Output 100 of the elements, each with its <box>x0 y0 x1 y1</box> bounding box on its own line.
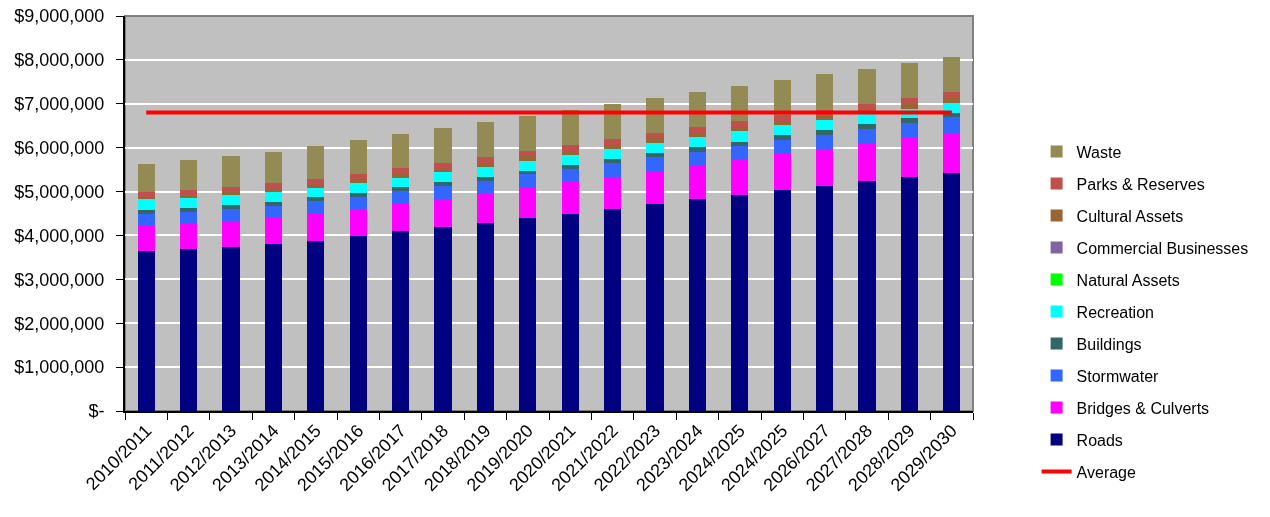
bar <box>603 148 622 159</box>
bar <box>561 213 579 411</box>
bar <box>603 176 622 210</box>
bar <box>222 209 240 221</box>
bar <box>943 91 961 99</box>
bar <box>349 182 367 193</box>
bar <box>773 114 791 121</box>
bar <box>307 240 325 411</box>
bar <box>349 179 367 183</box>
bar <box>179 212 198 223</box>
bar <box>900 104 919 110</box>
bar <box>731 195 749 411</box>
bar <box>434 128 452 164</box>
bar <box>137 199 155 210</box>
bar <box>222 220 240 247</box>
bar <box>943 133 961 174</box>
bar <box>476 163 495 167</box>
bar <box>307 145 325 180</box>
bar <box>307 188 325 198</box>
bar <box>900 138 919 177</box>
bar <box>476 180 495 194</box>
bar <box>858 143 876 182</box>
bar <box>731 131 749 142</box>
bar <box>603 163 622 177</box>
bar <box>349 235 367 411</box>
bar <box>476 156 495 164</box>
bar <box>476 223 495 411</box>
bar <box>773 189 791 411</box>
y-tick-label: $1,000,000 <box>14 357 105 378</box>
bar <box>391 202 410 232</box>
bar <box>434 172 452 182</box>
bar <box>434 185 452 199</box>
bar <box>646 152 664 158</box>
bar <box>688 151 707 165</box>
bar <box>943 102 961 113</box>
y-tick-label: $- <box>88 401 105 422</box>
bar <box>646 203 664 411</box>
bar <box>900 118 919 124</box>
bar <box>391 173 410 178</box>
bar <box>900 98 919 105</box>
bar <box>646 132 664 139</box>
bar <box>434 198 452 228</box>
bar <box>858 114 876 124</box>
bar <box>688 133 707 138</box>
bar <box>391 191 410 203</box>
bar <box>900 123 919 139</box>
bar <box>561 169 579 183</box>
bar <box>264 191 283 202</box>
bar <box>349 208 367 236</box>
bar <box>222 246 240 411</box>
bar <box>264 188 283 192</box>
bar <box>561 145 579 152</box>
bar <box>603 138 622 146</box>
bar <box>731 145 749 160</box>
legend-label: Roads <box>1076 431 1123 449</box>
y-tick-label: $9,000,000 <box>14 6 105 27</box>
bar <box>476 121 495 157</box>
bar <box>349 196 367 209</box>
bar <box>858 123 876 129</box>
bar <box>943 173 961 411</box>
bar <box>307 179 325 185</box>
legend-label: Parks & Reserves <box>1076 175 1205 193</box>
bar <box>900 62 919 99</box>
legend-label: Buildings <box>1076 335 1142 353</box>
y-tick-label: $2,000,000 <box>14 313 105 334</box>
bar <box>222 205 240 210</box>
bar <box>391 231 410 411</box>
legend-label: Average <box>1076 463 1137 481</box>
bar <box>264 205 283 218</box>
bar <box>476 177 495 181</box>
bar <box>688 164 707 200</box>
bar <box>773 125 791 136</box>
bar <box>137 163 155 192</box>
legend-label: Cultural Assets <box>1076 207 1184 225</box>
bar <box>815 148 834 186</box>
bar <box>561 151 579 156</box>
bar <box>137 209 155 214</box>
bar <box>264 182 283 189</box>
bar <box>264 151 283 183</box>
legend-label: Recreation <box>1076 303 1154 321</box>
bar <box>815 129 834 135</box>
bar <box>519 156 537 161</box>
bar <box>137 224 155 251</box>
bar <box>349 139 367 174</box>
bar <box>179 159 198 190</box>
y-tick-label: $8,000,000 <box>14 50 105 71</box>
bar <box>222 192 240 196</box>
y-tick-label: $3,000,000 <box>14 269 105 290</box>
bar <box>391 134 410 169</box>
legend-label: Waste <box>1076 143 1122 161</box>
bar <box>264 243 283 411</box>
bar <box>688 199 707 411</box>
bar <box>519 116 537 151</box>
bar <box>773 153 791 190</box>
bar <box>137 213 155 225</box>
y-tick-label: $5,000,000 <box>14 181 105 202</box>
bar <box>519 218 537 411</box>
bar <box>603 209 622 411</box>
bar <box>391 168 410 174</box>
bar <box>646 143 664 153</box>
